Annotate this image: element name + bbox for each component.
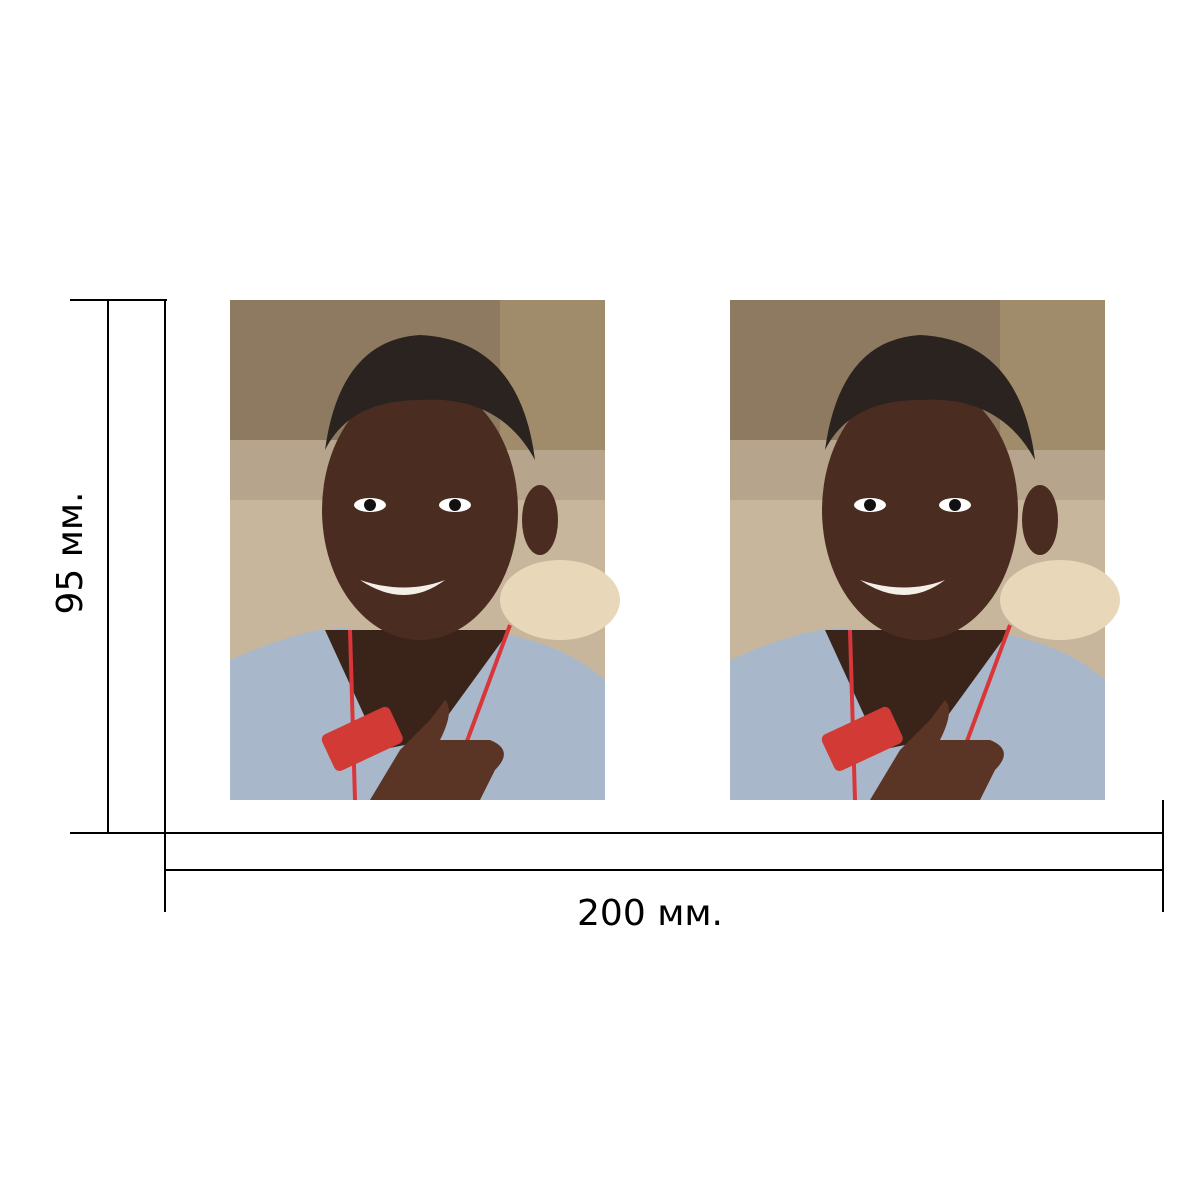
product-photo: [728, 298, 1122, 802]
product-photo: [228, 298, 622, 802]
width-label: 200 мм.: [577, 893, 723, 934]
height-label: 95 мм.: [50, 491, 91, 614]
